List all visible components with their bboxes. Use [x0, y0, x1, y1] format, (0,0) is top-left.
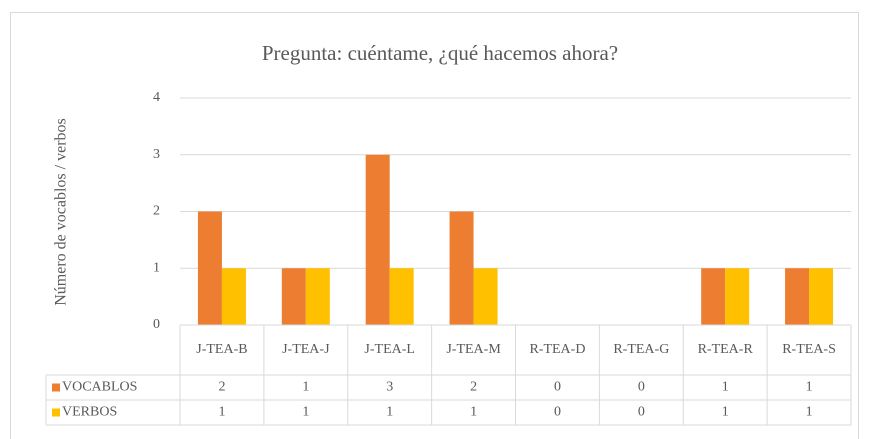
- table-value: 1: [722, 405, 729, 420]
- bar: [305, 268, 330, 325]
- chart-title: Pregunta: cuéntame, ¿qué hacemos ahora?: [262, 41, 618, 65]
- table-value: 1: [806, 380, 813, 395]
- y-tick-label: 0: [153, 317, 160, 332]
- x-tick-label: R-TEA-G: [613, 342, 669, 357]
- y-tick-label: 3: [153, 147, 160, 162]
- bar: [701, 268, 726, 325]
- y-tick-label: 1: [153, 260, 160, 275]
- table-value: 0: [554, 380, 561, 395]
- bar: [389, 268, 414, 325]
- table-value: 1: [470, 405, 477, 420]
- bar: [365, 154, 390, 325]
- x-tick-label: J-TEA-J: [282, 342, 330, 357]
- legend-swatch: [52, 383, 60, 392]
- table-value: 2: [470, 380, 477, 395]
- x-tick-label: J-TEA-B: [196, 342, 247, 357]
- table-value: 1: [722, 380, 729, 395]
- table-value: 3: [386, 380, 393, 395]
- bar: [449, 211, 474, 325]
- x-tick-label: R-TEA-R: [698, 342, 754, 357]
- table-value: 2: [218, 380, 225, 395]
- bar: [197, 211, 222, 325]
- table-value: 1: [302, 405, 309, 420]
- legend-label: VOCABLOS: [62, 380, 137, 395]
- legend-label: VERBOS: [62, 405, 117, 420]
- table-value: 0: [638, 405, 645, 420]
- table-value: 0: [554, 405, 561, 420]
- bar: [473, 268, 498, 325]
- bar: [809, 268, 834, 325]
- table-value: 1: [386, 405, 393, 420]
- x-tick-label: R-TEA-D: [529, 342, 585, 357]
- legend-swatch: [52, 408, 60, 417]
- y-axis-label: Número de vocablos / verbos: [53, 118, 70, 306]
- table-value: 1: [218, 405, 225, 420]
- x-tick-label: R-TEA-S: [782, 342, 836, 357]
- table-value: 1: [302, 380, 309, 395]
- bar: [281, 268, 306, 325]
- table-value: 1: [806, 405, 813, 420]
- bar: [725, 268, 750, 325]
- x-tick-label: J-TEA-M: [446, 342, 501, 357]
- x-tick-label: J-TEA-L: [364, 342, 415, 357]
- y-tick-label: 4: [153, 90, 160, 105]
- bar: [221, 268, 246, 325]
- table-value: 0: [638, 380, 645, 395]
- y-tick-label: 2: [153, 204, 160, 219]
- chart-border: [10, 12, 859, 439]
- bar: [785, 268, 810, 325]
